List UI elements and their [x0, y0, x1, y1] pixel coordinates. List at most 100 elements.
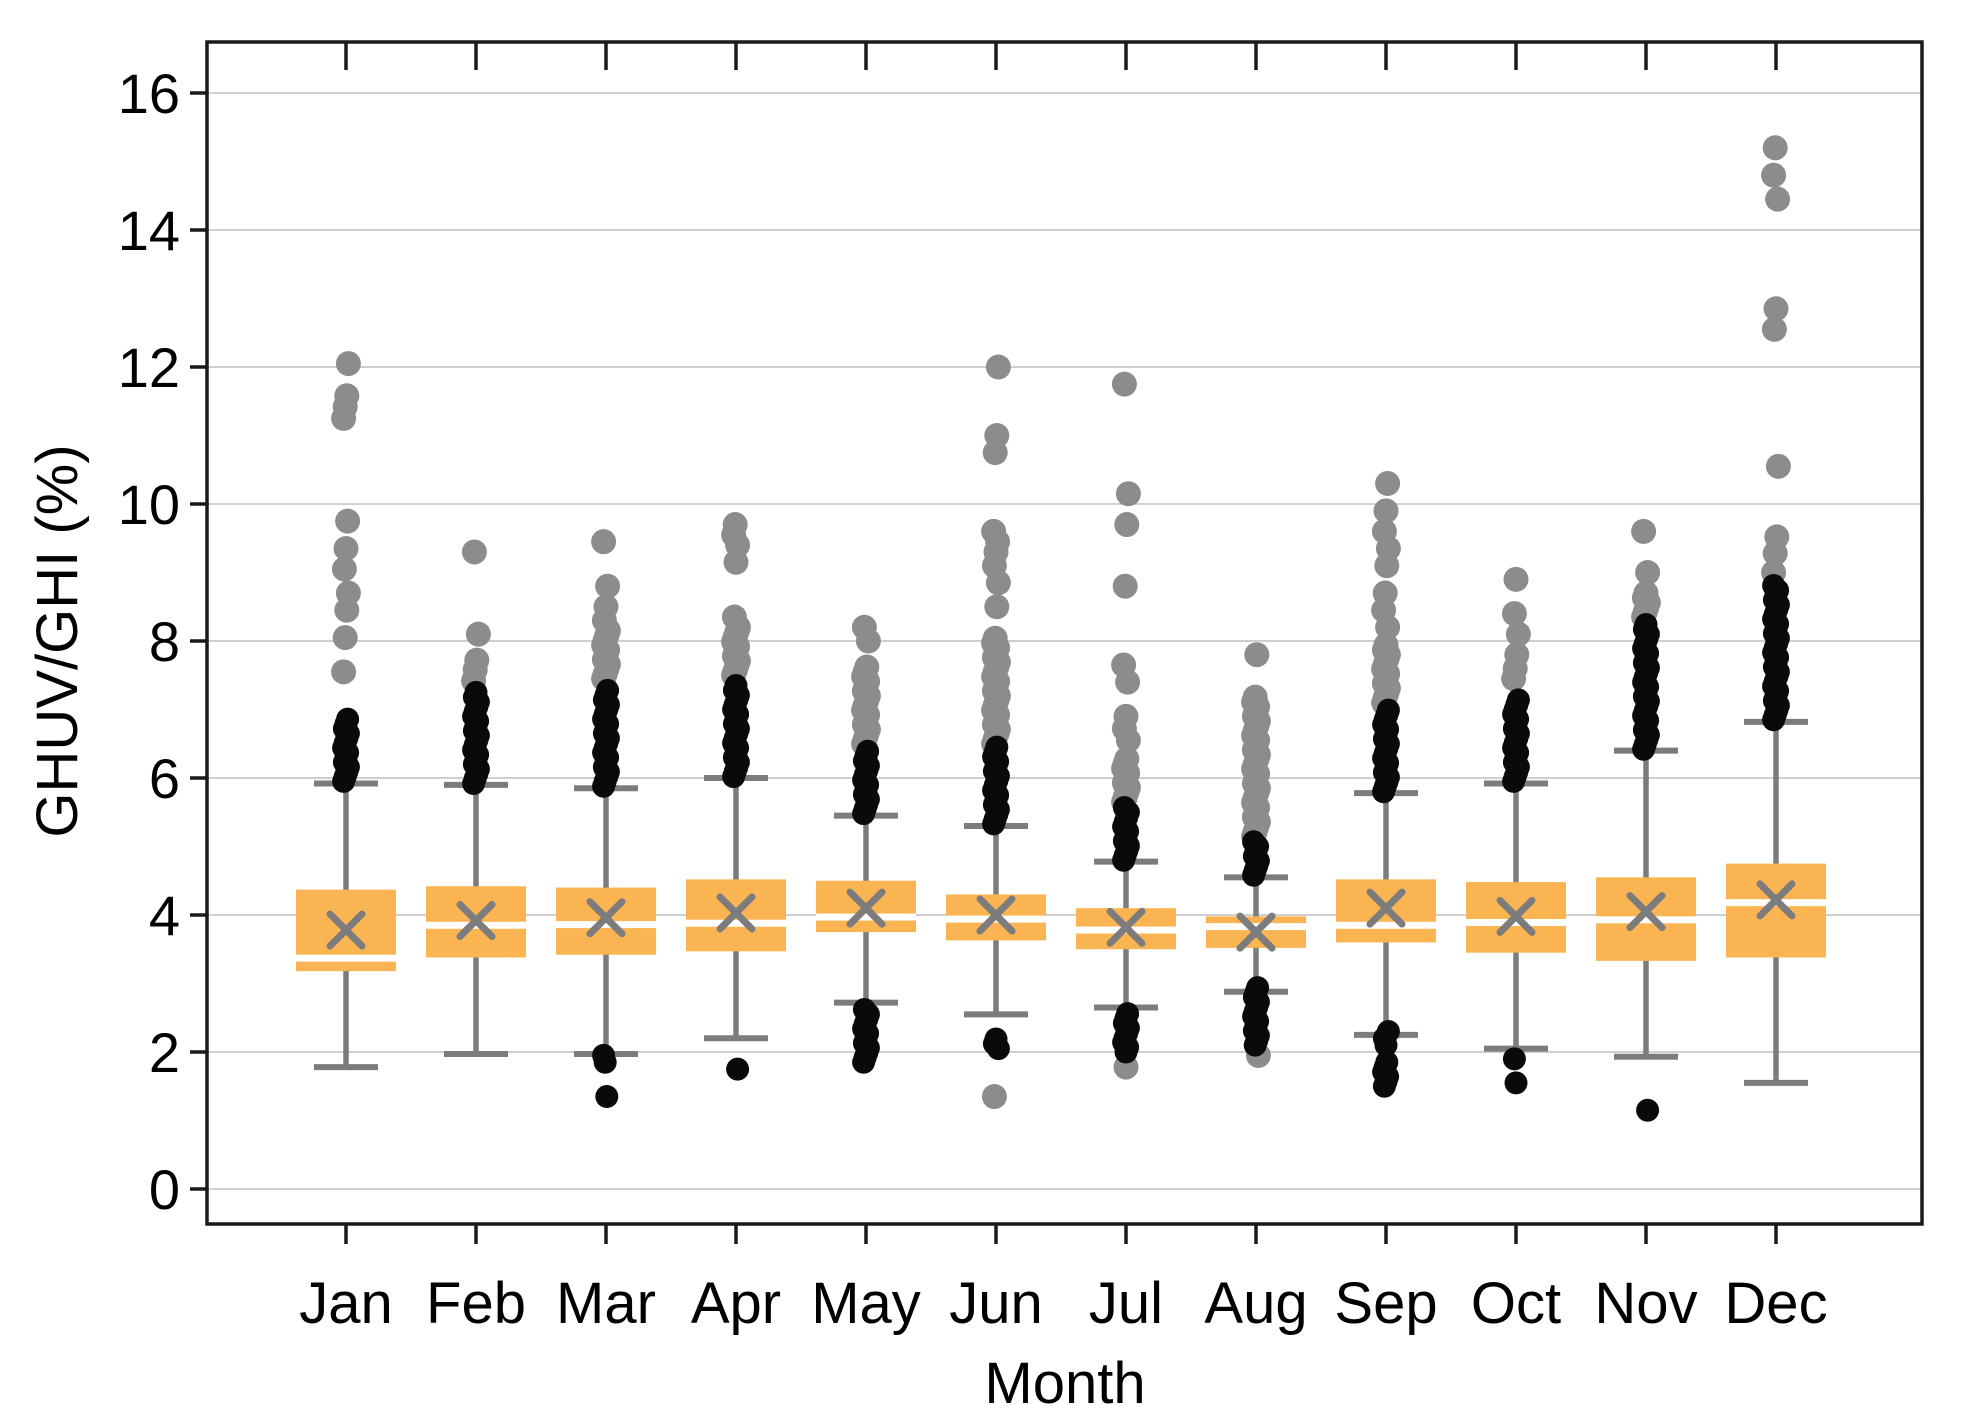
near-outlier-Sep [1374, 1033, 1398, 1057]
near-outlier-May [852, 998, 876, 1022]
far-outlier-Jan [333, 536, 359, 562]
y-tick-label-8: 8 [149, 610, 180, 673]
x-tick-label-Sep: Sep [1334, 1271, 1437, 1336]
far-outlier-Dec [1765, 186, 1791, 212]
mean-marker-Aug [1236, 912, 1276, 952]
far-outlier-Jan [331, 556, 357, 582]
far-outlier-Sep [1371, 518, 1397, 544]
far-outlier-Jan [335, 580, 361, 606]
far-outlier-Jun [984, 594, 1010, 620]
x-tick-label-Dec: Dec [1724, 1271, 1827, 1336]
x-tick-label-Aug: Aug [1204, 1271, 1307, 1336]
far-outlier-Jan [334, 383, 360, 409]
mean-marker-Feb [456, 900, 496, 940]
far-outlier-Feb [465, 621, 491, 647]
far-outlier-Jan [331, 659, 357, 685]
plot-frame [205, 40, 1924, 1226]
median-line-Sep [1336, 921, 1436, 929]
far-outlier-Dec [1763, 296, 1789, 322]
far-outlier-Mar [595, 573, 621, 599]
near-outlier-Oct [1506, 688, 1530, 712]
y-tick-label-4: 4 [149, 884, 180, 947]
x-tick-label-May: May [811, 1271, 921, 1336]
mean-marker-May [846, 888, 886, 928]
median-line-Nov [1596, 916, 1696, 924]
far-outlier-Nov [1633, 580, 1659, 606]
far-outlier-Jun [982, 625, 1008, 651]
near-outlier-Feb [464, 680, 488, 704]
far-outlier-Aug [1244, 642, 1270, 668]
far-outlier-Nov [1631, 518, 1657, 544]
near-outlier-Jun [984, 1027, 1008, 1051]
near-outlier-Apr [726, 1057, 750, 1081]
far-outlier-Jan [335, 351, 361, 377]
near-outlier-Dec [1762, 574, 1786, 598]
far-outlier-Apr [722, 512, 748, 538]
far-outlier-Jan [332, 625, 358, 651]
far-outlier-Nov [1635, 560, 1661, 585]
median-line-Jan [296, 954, 396, 962]
far-outlier-May [851, 614, 877, 640]
mean-marker-Oct [1496, 896, 1536, 936]
x-tick-label-Nov: Nov [1594, 1271, 1697, 1336]
far-outlier-Oct [1503, 566, 1529, 592]
far-outlier-Jul [1114, 512, 1140, 538]
far-outlier-Dec [1761, 162, 1787, 188]
near-outlier-Sep [1376, 698, 1400, 722]
far-outlier-Jul [1114, 746, 1140, 772]
far-outlier-Jun [981, 1084, 1007, 1110]
far-outlier-Apr [721, 604, 747, 630]
y-tick-label-10: 10 [118, 473, 180, 536]
far-outlier-Dec [1761, 316, 1787, 342]
x-tick-label-Feb: Feb [426, 1271, 526, 1336]
far-outlier-Jan [335, 508, 361, 534]
x-tick-label-Jun: Jun [949, 1271, 1043, 1336]
y-tick-label-12: 12 [118, 336, 180, 399]
median-line-Aug [1206, 923, 1306, 931]
far-outlier-Sep [1375, 470, 1401, 496]
y-tick-label-14: 14 [118, 199, 180, 262]
near-outlier-Jun [985, 735, 1009, 759]
far-outlier-Aug [1242, 684, 1268, 710]
y-tick-label-2: 2 [149, 1021, 180, 1084]
far-outlier-Dec [1765, 453, 1791, 479]
mean-marker-Jun [976, 895, 1016, 935]
mean-marker-Apr [716, 893, 756, 933]
y-tick-label-0: 0 [149, 1158, 180, 1221]
near-outlier-Apr [724, 674, 748, 698]
median-line-Mar [556, 921, 656, 929]
median-line-Oct [1466, 919, 1566, 927]
x-tick-label-Apr: Apr [691, 1271, 781, 1336]
far-outlier-Oct [1501, 601, 1527, 627]
far-outlier-Oct [1504, 642, 1530, 668]
far-outlier-Jun [984, 423, 1010, 448]
near-outlier-May [856, 739, 880, 763]
near-outlier-Mar [595, 1085, 619, 1109]
mean-marker-Mar [586, 898, 626, 938]
far-outlier-Sep [1373, 498, 1399, 524]
box-Dec [1726, 863, 1826, 958]
far-outlier-Feb [464, 647, 490, 673]
y-axis-title: GHUV/GHI (%) [25, 444, 90, 838]
near-outlier-Jan [336, 707, 360, 731]
near-outlier-Sep [1375, 1050, 1399, 1074]
mean-marker-Jul [1106, 907, 1146, 947]
median-line-Apr [686, 919, 786, 927]
far-outlier-Jul [1112, 573, 1138, 599]
x-tick-label-Oct: Oct [1471, 1271, 1561, 1336]
far-outlier-Mar [591, 529, 617, 555]
y-tick-label-6: 6 [149, 747, 180, 810]
mean-marker-Dec [1756, 880, 1796, 920]
x-tick-label-Jul: Jul [1089, 1271, 1163, 1336]
far-outlier-May [854, 654, 880, 680]
near-outlier-Aug [1246, 976, 1270, 1000]
far-outlier-Jul [1111, 371, 1137, 397]
near-outlier-Mar [593, 1050, 617, 1074]
median-line-May [816, 913, 916, 921]
x-tick-label-Mar: Mar [556, 1271, 656, 1336]
far-outlier-Jul [1111, 652, 1137, 678]
near-outlier-Jul [1112, 795, 1136, 819]
far-outlier-Jun [985, 354, 1011, 380]
far-outlier-Jul [1113, 703, 1139, 729]
